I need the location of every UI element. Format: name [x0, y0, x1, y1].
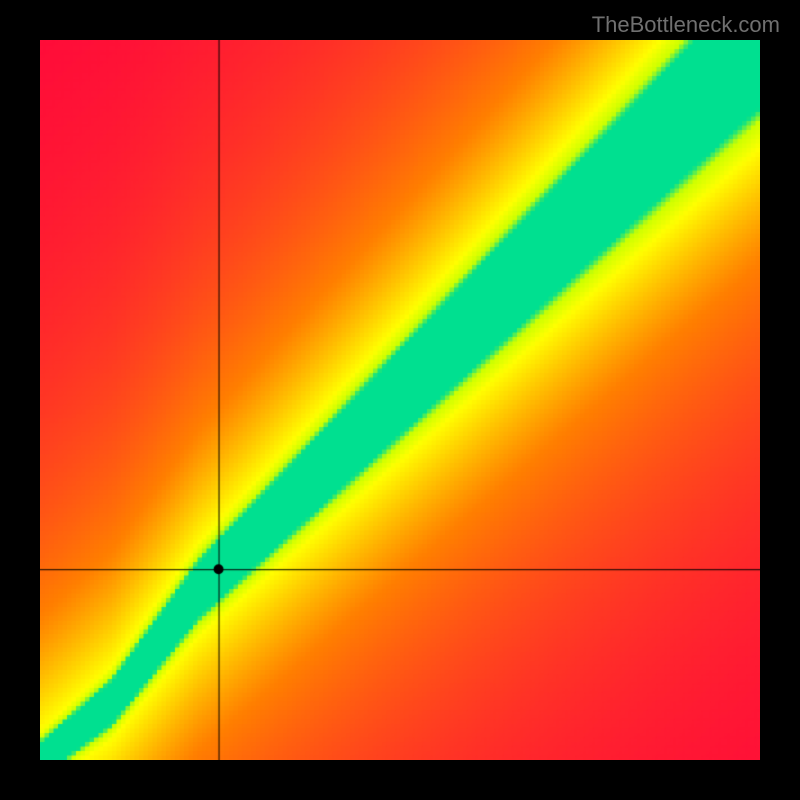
heatmap-plot	[40, 40, 760, 760]
chart-container: TheBottleneck.com	[0, 0, 800, 800]
heatmap-canvas	[40, 40, 760, 760]
watermark-text: TheBottleneck.com	[592, 12, 780, 38]
